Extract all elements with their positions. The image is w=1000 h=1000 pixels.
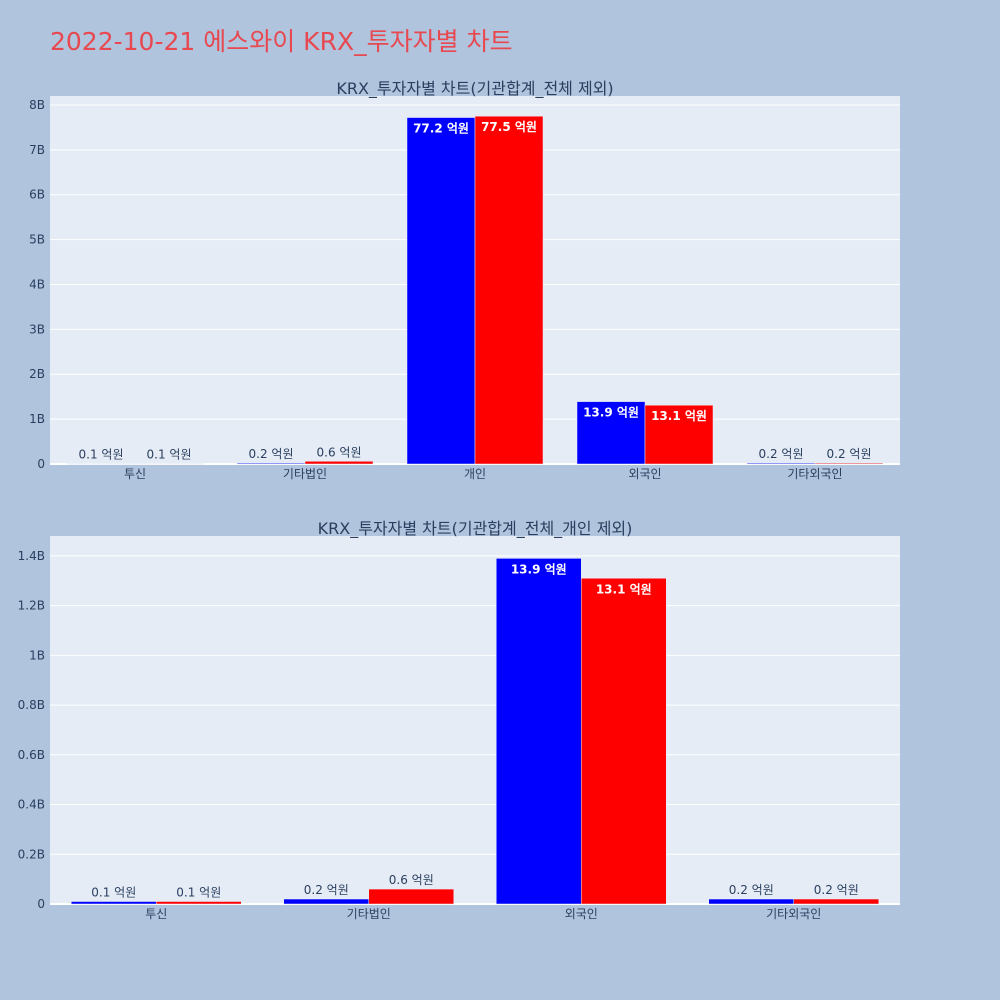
y-tick-label: 8B (29, 98, 45, 112)
bar-data-label: 0.2 억원 (304, 883, 349, 897)
y-tick-label: 0.8B (18, 698, 45, 712)
chart-title: KRX_투자자별 차트(기관합계_전체_개인 제외) (318, 519, 633, 539)
bar-data-label: 0.2 억원 (814, 883, 859, 897)
bar (283, 898, 369, 905)
y-tick-label: 0.4B (18, 798, 45, 812)
y-tick-label: 5B (29, 233, 45, 247)
x-tick-label: 기타외국인 (787, 467, 842, 481)
page-title: 2022-10-21 에스와이 KRX_투자자별 차트 (50, 27, 513, 56)
y-tick-label: 7B (29, 143, 45, 157)
bar (304, 461, 374, 465)
bar-data-label: 0.6 억원 (317, 445, 362, 459)
bar (156, 901, 242, 905)
bar (793, 898, 879, 905)
bar (474, 115, 544, 465)
bar (368, 888, 454, 905)
y-tick-label: 1.4B (18, 549, 45, 563)
bar (708, 898, 794, 905)
y-tick-label: 1B (29, 412, 45, 426)
x-tick-label: 투신 (145, 907, 167, 921)
chart-title: KRX_투자자별 차트(기관합계_전체 제외) (336, 79, 613, 99)
x-tick-label: 외국인 (565, 907, 598, 921)
bar (134, 463, 204, 465)
bar-data-label: 13.9 억원 (583, 406, 639, 420)
y-tick-label: 6B (29, 188, 45, 202)
bar-data-label: 13.9 억원 (511, 562, 567, 576)
y-tick-label: 1B (29, 648, 45, 662)
bar (581, 578, 667, 905)
y-tick-label: 0 (37, 457, 45, 471)
bar (66, 463, 136, 465)
y-tick-label: 4B (29, 277, 45, 291)
x-tick-label: 투신 (124, 467, 146, 481)
bar-data-label: 0.1 억원 (176, 886, 221, 900)
y-tick-label: 0.6B (18, 748, 45, 762)
bar-data-label: 0.2 억원 (827, 447, 872, 461)
chart-2: 0 0.2B 0.4B 0.6B 0.8B 1B 1.2B 1.4B KRX_투자자별 차트(기… (18, 519, 900, 921)
bar-data-label: 77.5 억원 (481, 120, 537, 134)
x-tick-label: 개인 (464, 467, 486, 481)
bar (71, 901, 157, 905)
bar-data-label: 0.2 억원 (759, 447, 804, 461)
bar-data-label: 0.2 억원 (729, 883, 774, 897)
bar-data-label: 13.1 억원 (596, 582, 652, 596)
bar-data-label: 13.1 억원 (651, 409, 707, 423)
bar (236, 462, 306, 465)
bar-data-label: 0.6 억원 (389, 873, 434, 887)
chart-1: 0 1B 2B 3B 4B 5B 6B 7B 8B KRX_투자자별 차트(기관합계_전체 제외)… (29, 79, 900, 481)
bar-data-label: 0.1 억원 (91, 886, 136, 900)
bar (814, 462, 884, 465)
bar-data-label: 0.1 억원 (147, 448, 192, 462)
bar-data-label: 77.2 억원 (413, 122, 469, 136)
x-tick-label: 기타외국인 (766, 907, 821, 921)
y-tick-label: 2B (29, 367, 45, 381)
y-tick-label: 3B (29, 322, 45, 336)
x-tick-label: 기타법인 (283, 467, 327, 481)
plot-area (50, 536, 900, 904)
y-tick-label: 0 (37, 897, 45, 911)
bar (746, 462, 816, 465)
bar (644, 404, 714, 465)
bar (576, 401, 646, 465)
bar-data-label: 0.1 억원 (79, 448, 124, 462)
y-tick-label: 0.2B (18, 847, 45, 861)
x-tick-label: 기타법인 (347, 907, 391, 921)
bar (406, 117, 476, 465)
x-tick-label: 외국인 (628, 467, 661, 481)
y-tick-label: 1.2B (18, 599, 45, 613)
bar (496, 558, 582, 905)
bar-data-label: 0.2 억원 (249, 447, 294, 461)
